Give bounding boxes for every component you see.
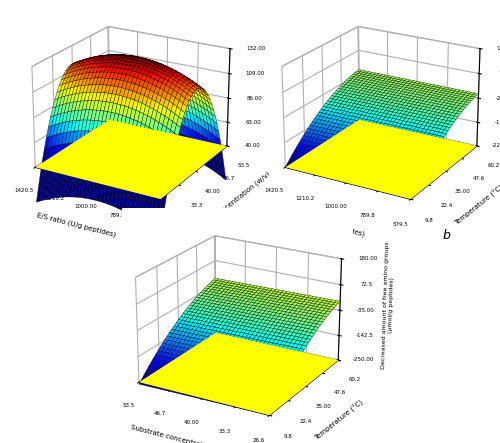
Text: a: a (192, 229, 200, 242)
Y-axis label: Temperature (°C): Temperature (°C) (314, 399, 365, 442)
Y-axis label: Temperature (°C): Temperature (°C) (454, 184, 500, 227)
X-axis label: E/S ratio (U/g peptides): E/S ratio (U/g peptides) (36, 211, 116, 237)
Text: b: b (442, 229, 450, 242)
Y-axis label: Substrate concentration (w/v): Substrate concentration (w/v) (186, 171, 272, 241)
X-axis label: E/S ratio(U/g peptides): E/S ratio(U/g peptides) (286, 212, 365, 237)
X-axis label: Substrate concentration (w/v): Substrate concentration (w/v) (130, 424, 234, 443)
